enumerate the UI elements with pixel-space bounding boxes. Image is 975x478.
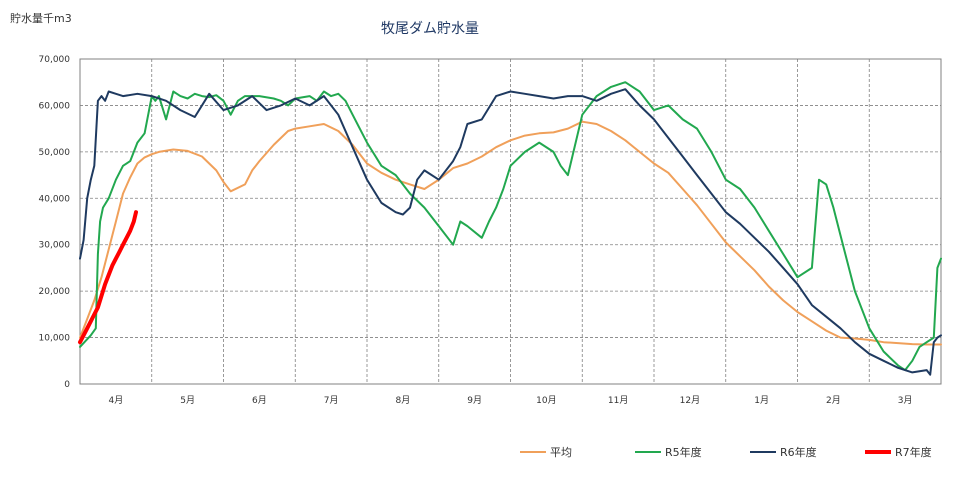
legend-swatch xyxy=(750,451,776,453)
series-layer xyxy=(78,81,942,376)
legend-swatch xyxy=(520,451,546,453)
y-tick-label: 20,000 xyxy=(39,287,71,297)
legend-label: 平均 xyxy=(550,446,572,459)
y-tick-label: 50,000 xyxy=(39,148,71,158)
x-tick-label: 8月 xyxy=(396,395,411,406)
x-tick-label: 7月 xyxy=(324,395,339,406)
x-tick-label: 5月 xyxy=(180,395,195,406)
series-line-4 xyxy=(78,210,138,345)
y-axis-unit-label: 貯水量千m3 xyxy=(10,12,72,25)
y-tick-label: 60,000 xyxy=(39,101,71,111)
x-tick-label: 6月 xyxy=(252,395,267,406)
x-tick-label: 10月 xyxy=(536,395,556,406)
legend-swatch xyxy=(635,451,661,453)
grid-layer xyxy=(79,58,942,385)
axis-layer: 0 10,000 20,000 30,000 40,000 50,000 60,000 70,… xyxy=(39,55,913,406)
x-tick-label: 9月 xyxy=(467,395,482,406)
legend-label: R7年度 xyxy=(895,446,932,459)
legend-item-1: 平均 xyxy=(520,444,635,460)
x-tick-label: 4月 xyxy=(109,395,124,406)
legend: 平均 R5年度 R6年度 R7年度 xyxy=(520,444,975,460)
legend-label: R6年度 xyxy=(780,446,817,459)
legend-swatch xyxy=(865,450,891,454)
legend-item-3: R6年度 xyxy=(750,444,865,460)
y-tick-label: 40,000 xyxy=(39,194,71,204)
y-tick-label: 30,000 xyxy=(39,241,71,251)
legend-label: R5年度 xyxy=(665,446,702,459)
x-tick-label: 1月 xyxy=(754,395,769,406)
x-tick-label: 11月 xyxy=(608,395,628,406)
series-line-2 xyxy=(79,81,942,372)
x-tick-label: 12月 xyxy=(680,395,700,406)
y-tick-label: 70,000 xyxy=(39,55,71,65)
legend-item-2: R5年度 xyxy=(635,444,750,460)
y-tick-label: 10,000 xyxy=(39,334,71,344)
x-tick-label: 2月 xyxy=(826,395,841,406)
x-tick-label: 3月 xyxy=(898,395,913,406)
series-line-1 xyxy=(79,120,942,346)
y-tick-label: 0 xyxy=(64,380,70,390)
chart-title: 牧尾ダム貯水量 xyxy=(381,21,479,37)
series-line-3 xyxy=(79,88,942,376)
legend-item-4: R7年度 xyxy=(865,444,975,460)
